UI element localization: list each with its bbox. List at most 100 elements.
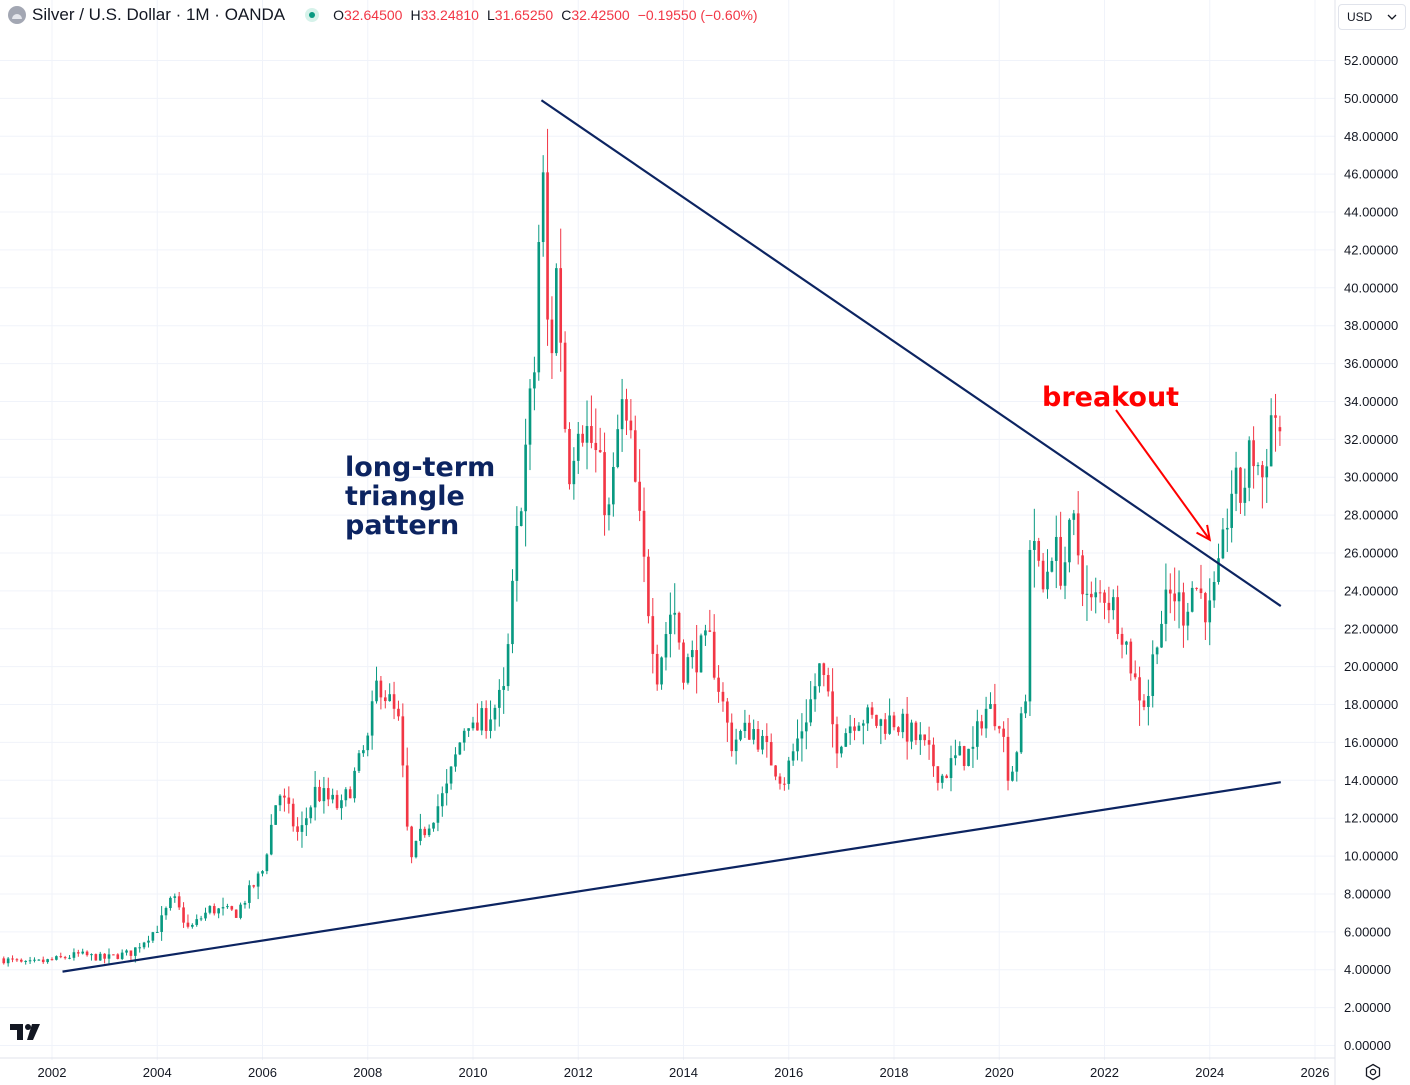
candle[interactable] (879, 718, 883, 745)
candle[interactable] (537, 224, 541, 381)
candle[interactable] (46, 958, 49, 964)
candle[interactable] (949, 745, 953, 792)
candle[interactable] (1046, 549, 1049, 599)
candle[interactable] (340, 794, 343, 820)
candle[interactable] (379, 675, 383, 710)
candle[interactable] (186, 914, 190, 929)
candle[interactable] (1225, 508, 1229, 552)
tradingview-logo-icon[interactable] (10, 1020, 46, 1048)
candle[interactable] (958, 741, 962, 756)
candle[interactable] (1230, 470, 1233, 543)
candle[interactable] (458, 742, 462, 756)
candle[interactable] (695, 624, 698, 694)
candle[interactable] (274, 805, 277, 825)
candle[interactable] (712, 614, 716, 680)
candle[interactable] (291, 798, 295, 832)
candle[interactable] (655, 644, 659, 691)
candle[interactable] (1019, 706, 1023, 754)
candle[interactable] (861, 719, 865, 745)
candle[interactable] (1002, 721, 1005, 753)
candle[interactable] (392, 681, 396, 720)
candle[interactable] (1164, 563, 1168, 642)
candle[interactable] (783, 777, 786, 791)
candle[interactable] (752, 719, 755, 745)
candle[interactable] (1278, 415, 1282, 446)
candle[interactable] (366, 732, 370, 757)
candle[interactable] (927, 726, 931, 760)
candle[interactable] (967, 748, 970, 767)
candle[interactable] (616, 414, 620, 469)
candle[interactable] (256, 871, 260, 900)
candle[interactable] (1076, 491, 1080, 565)
candle[interactable] (612, 452, 615, 517)
candle[interactable] (1059, 511, 1062, 590)
candle[interactable] (436, 794, 440, 832)
candle[interactable] (1129, 638, 1133, 681)
candle[interactable] (1234, 451, 1238, 512)
candle[interactable] (581, 425, 584, 447)
candle[interactable] (300, 811, 304, 848)
candle[interactable] (160, 906, 163, 941)
candle[interactable] (739, 729, 742, 742)
candle[interactable] (1024, 694, 1027, 719)
candle[interactable] (50, 957, 54, 961)
candle[interactable] (432, 822, 435, 832)
candle[interactable] (1247, 436, 1251, 502)
candle[interactable] (497, 679, 501, 727)
candle[interactable] (853, 717, 856, 741)
candle[interactable] (388, 683, 391, 702)
candle[interactable] (910, 719, 913, 750)
candle[interactable] (690, 640, 694, 669)
candle[interactable] (664, 621, 668, 671)
candle[interactable] (633, 415, 637, 483)
candle[interactable] (103, 953, 106, 964)
candle[interactable] (541, 155, 545, 257)
candle[interactable] (427, 824, 431, 838)
candle[interactable] (283, 788, 286, 812)
candle[interactable] (791, 743, 795, 766)
candle[interactable] (230, 905, 234, 911)
candle[interactable] (502, 667, 506, 714)
candle[interactable] (423, 826, 427, 838)
candle[interactable] (892, 711, 896, 731)
candle[interactable] (682, 639, 685, 690)
candle[interactable] (204, 907, 207, 921)
candle[interactable] (620, 378, 624, 452)
candle[interactable] (747, 714, 751, 740)
candle[interactable] (208, 905, 212, 915)
candle[interactable] (822, 662, 826, 687)
candle[interactable] (493, 704, 497, 731)
candle[interactable] (138, 942, 142, 953)
candle[interactable] (177, 891, 181, 910)
candle[interactable] (37, 959, 41, 961)
candle[interactable] (98, 951, 102, 961)
candle[interactable] (85, 950, 89, 957)
support-trendline[interactable] (62, 781, 1281, 973)
candle[interactable] (15, 958, 19, 962)
candle[interactable] (555, 263, 558, 356)
candle[interactable] (818, 663, 821, 693)
candle[interactable] (239, 902, 242, 920)
candle[interactable] (594, 408, 598, 473)
candle[interactable] (568, 422, 571, 490)
candle[interactable] (252, 884, 256, 889)
candle[interactable] (1221, 518, 1225, 560)
candle[interactable] (449, 766, 453, 790)
candle[interactable] (383, 690, 387, 709)
candle[interactable] (704, 624, 707, 646)
candle[interactable] (778, 773, 782, 790)
candle[interactable] (269, 814, 273, 856)
candle[interactable] (971, 726, 975, 768)
candle[interactable] (835, 716, 839, 769)
candle[interactable] (1125, 640, 1128, 655)
candle[interactable] (866, 704, 870, 731)
candle[interactable] (1195, 587, 1198, 591)
candle[interactable] (1155, 646, 1159, 665)
candle[interactable] (68, 955, 71, 960)
candle[interactable] (809, 681, 812, 727)
candle[interactable] (445, 769, 449, 806)
candle[interactable] (467, 728, 470, 737)
candle[interactable] (1037, 537, 1041, 567)
candle[interactable] (375, 666, 378, 704)
